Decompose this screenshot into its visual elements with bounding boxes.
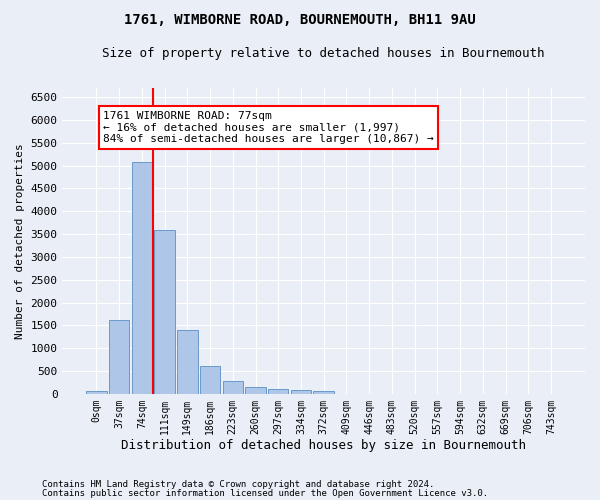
Bar [313,392,334,394]
Y-axis label: Number of detached properties: Number of detached properties [15,143,25,339]
Bar [223,381,243,394]
Text: 1761, WIMBORNE ROAD, BOURNEMOUTH, BH11 9AU: 1761, WIMBORNE ROAD, BOURNEMOUTH, BH11 9… [124,12,476,26]
Bar [245,387,266,394]
Bar [200,366,220,394]
Bar [109,320,130,394]
Text: 1761 WIMBORNE ROAD: 77sqm
← 16% of detached houses are smaller (1,997)
84% of se: 1761 WIMBORNE ROAD: 77sqm ← 16% of detac… [103,111,434,144]
Bar [268,388,289,394]
Bar [86,392,107,394]
Bar [177,330,197,394]
Text: Contains HM Land Registry data © Crown copyright and database right 2024.: Contains HM Land Registry data © Crown c… [42,480,434,489]
Bar [131,162,152,394]
Bar [291,390,311,394]
Title: Size of property relative to detached houses in Bournemouth: Size of property relative to detached ho… [103,48,545,60]
X-axis label: Distribution of detached houses by size in Bournemouth: Distribution of detached houses by size … [121,440,526,452]
Bar [154,230,175,394]
Text: Contains public sector information licensed under the Open Government Licence v3: Contains public sector information licen… [42,488,488,498]
